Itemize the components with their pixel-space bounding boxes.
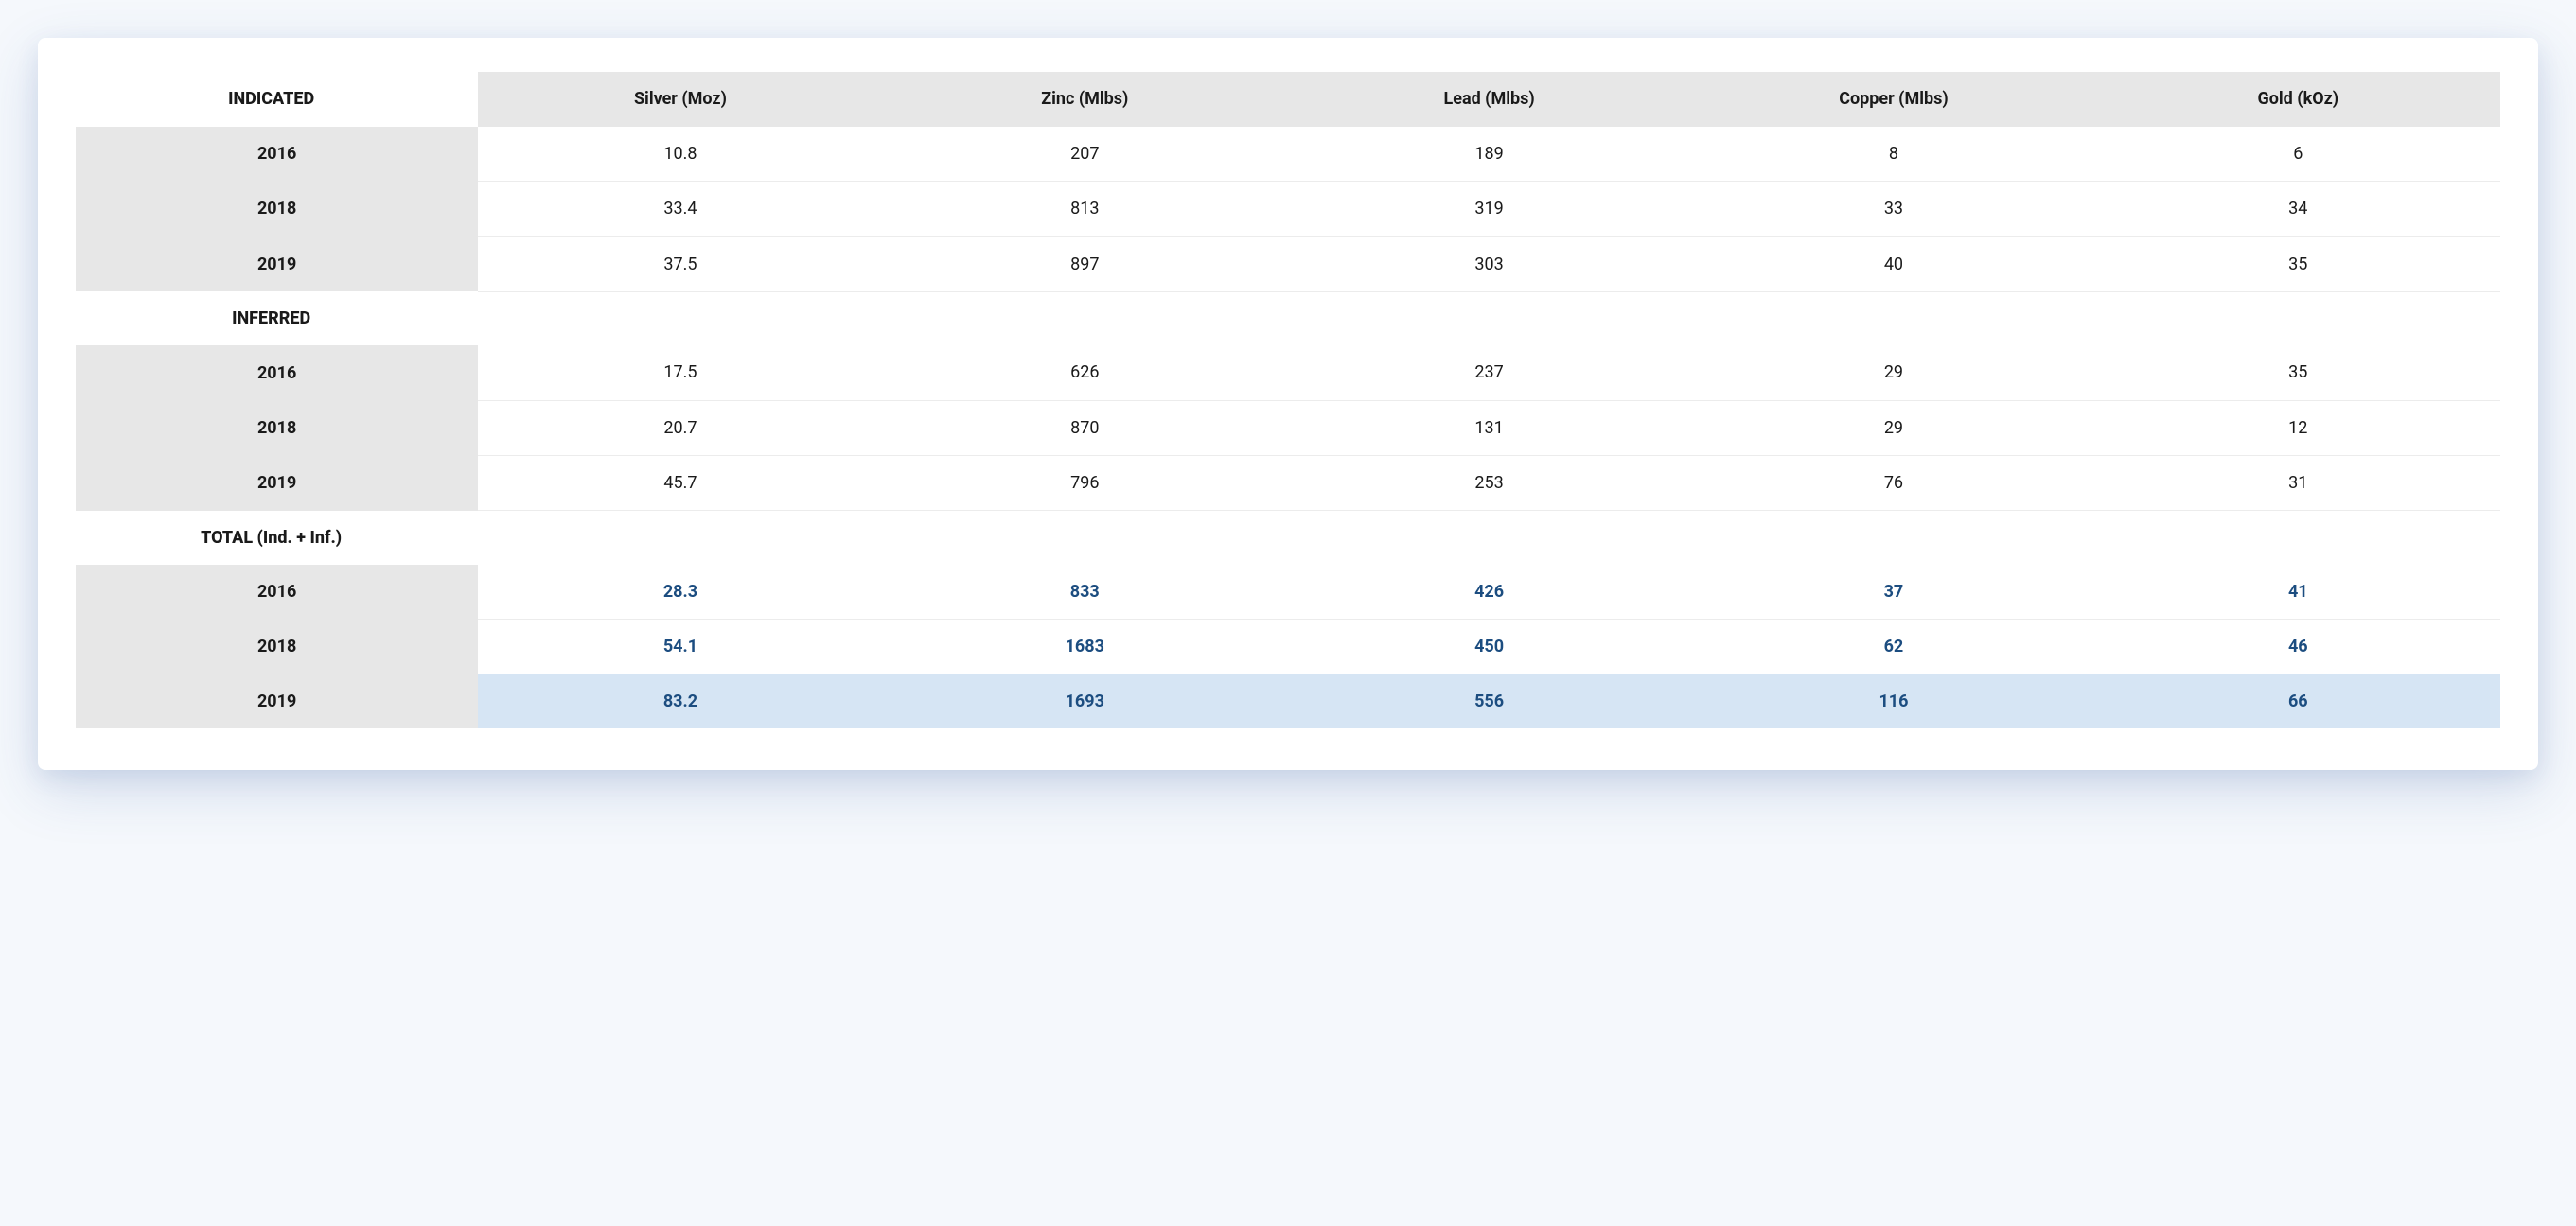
table-header-row: INDICATED Silver (Moz) Zinc (Mlbs) Lead … (76, 72, 2500, 127)
data-cell: 20.7 (478, 400, 882, 455)
data-cell: 35 (2096, 236, 2500, 291)
table-body: 201610.820718986201833.48133193334201937… (76, 127, 2500, 729)
data-cell: 1683 (883, 619, 1287, 674)
data-cell: 1693 (883, 674, 1287, 729)
column-header-lead: Lead (Mlbs) (1287, 72, 1691, 127)
table-row: 201854.116834506246 (76, 619, 2500, 674)
data-cell: 46 (2096, 619, 2500, 674)
data-cell: 189 (1287, 127, 1691, 182)
data-cell: 8 (1691, 127, 2095, 182)
data-cell: 76 (1691, 455, 2095, 510)
data-cell: 319 (1287, 182, 1691, 236)
data-cell: 450 (1287, 619, 1691, 674)
year-cell: 2018 (76, 182, 478, 236)
data-cell: 10.8 (478, 127, 882, 182)
data-cell: 6 (2096, 127, 2500, 182)
table-row: 201628.38334263741 (76, 565, 2500, 620)
column-header-silver: Silver (Moz) (478, 72, 882, 127)
table-row: 201937.58973034035 (76, 236, 2500, 291)
data-cell: 253 (1287, 455, 1691, 510)
data-cell: 37.5 (478, 236, 882, 291)
column-header-gold: Gold (kOz) (2096, 72, 2500, 127)
data-cell: 897 (883, 236, 1287, 291)
table-row: 201820.78701312912 (76, 400, 2500, 455)
year-cell: 2019 (76, 674, 478, 729)
data-cell: 626 (883, 345, 1287, 400)
section-header-row: INFERRED (76, 291, 2500, 345)
year-cell: 2019 (76, 455, 478, 510)
table-row: 201983.2169355611666 (76, 674, 2500, 729)
data-cell: 29 (1691, 345, 2095, 400)
resource-table-card: INDICATED Silver (Moz) Zinc (Mlbs) Lead … (38, 38, 2538, 770)
table-row: 201833.48133193334 (76, 182, 2500, 236)
data-cell: 40 (1691, 236, 2095, 291)
data-cell: 870 (883, 400, 1287, 455)
data-cell: 35 (2096, 345, 2500, 400)
resource-table: INDICATED Silver (Moz) Zinc (Mlbs) Lead … (76, 72, 2500, 728)
year-cell: 2018 (76, 400, 478, 455)
table-row: 201610.820718986 (76, 127, 2500, 182)
year-cell: 2018 (76, 619, 478, 674)
data-cell: 303 (1287, 236, 1691, 291)
data-cell: 83.2 (478, 674, 882, 729)
data-cell: 796 (883, 455, 1287, 510)
data-cell: 33.4 (478, 182, 882, 236)
data-cell: 556 (1287, 674, 1691, 729)
section-header-label: INFERRED (76, 291, 478, 345)
data-cell: 41 (2096, 565, 2500, 620)
data-cell: 131 (1287, 400, 1691, 455)
data-cell: 12 (2096, 400, 2500, 455)
column-header-zinc: Zinc (Mlbs) (883, 72, 1287, 127)
section-header-row: TOTAL (Ind. + Inf.) (76, 511, 2500, 565)
year-cell: 2019 (76, 236, 478, 291)
data-cell: 54.1 (478, 619, 882, 674)
table-row: 201945.77962537631 (76, 455, 2500, 510)
data-cell: 62 (1691, 619, 2095, 674)
data-cell: 29 (1691, 400, 2095, 455)
data-cell: 833 (883, 565, 1287, 620)
data-cell: 207 (883, 127, 1287, 182)
data-cell: 116 (1691, 674, 2095, 729)
data-cell: 813 (883, 182, 1287, 236)
data-cell: 31 (2096, 455, 2500, 510)
table-row: 201617.56262372935 (76, 345, 2500, 400)
data-cell: 33 (1691, 182, 2095, 236)
data-cell: 45.7 (478, 455, 882, 510)
year-cell: 2016 (76, 127, 478, 182)
data-cell: 37 (1691, 565, 2095, 620)
year-cell: 2016 (76, 565, 478, 620)
section-header-label: TOTAL (Ind. + Inf.) (76, 511, 478, 565)
data-cell: 237 (1287, 345, 1691, 400)
data-cell: 17.5 (478, 345, 882, 400)
year-cell: 2016 (76, 345, 478, 400)
data-cell: 426 (1287, 565, 1691, 620)
column-header-copper: Copper (Mlbs) (1691, 72, 2095, 127)
data-cell: 28.3 (478, 565, 882, 620)
data-cell: 34 (2096, 182, 2500, 236)
data-cell: 66 (2096, 674, 2500, 729)
section-header-indicated: INDICATED (76, 72, 478, 127)
